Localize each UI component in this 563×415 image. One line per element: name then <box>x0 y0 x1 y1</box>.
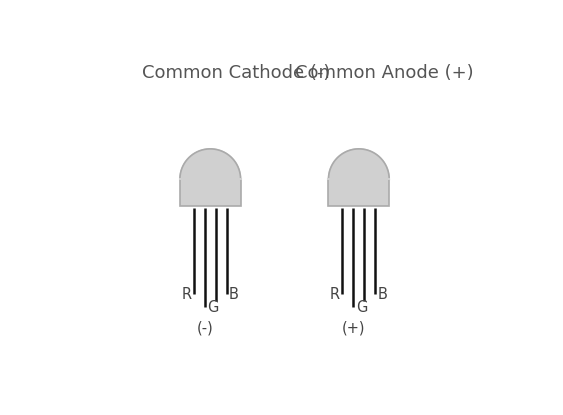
Text: (-): (-) <box>196 320 213 335</box>
Text: Common Anode (+): Common Anode (+) <box>295 64 473 82</box>
Bar <box>180 179 240 206</box>
Polygon shape <box>180 149 240 179</box>
Text: G: G <box>207 300 218 315</box>
Text: G: G <box>356 300 367 315</box>
Text: R: R <box>181 287 191 302</box>
Text: B: B <box>229 287 239 302</box>
Bar <box>328 179 389 206</box>
Text: (+): (+) <box>342 320 365 335</box>
Text: B: B <box>377 287 387 302</box>
Text: R: R <box>330 287 340 302</box>
Text: Common Cathode (-): Common Cathode (-) <box>141 64 330 82</box>
Polygon shape <box>328 149 389 179</box>
